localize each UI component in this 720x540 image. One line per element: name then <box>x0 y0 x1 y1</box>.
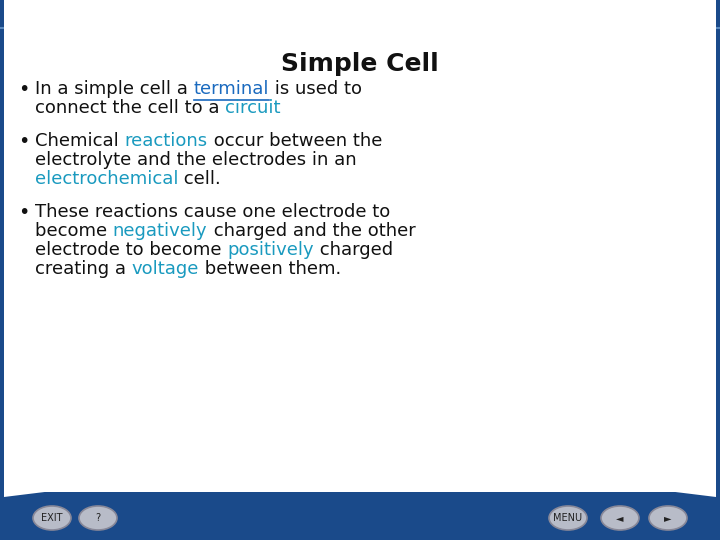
Ellipse shape <box>601 506 639 530</box>
FancyBboxPatch shape <box>4 30 716 497</box>
Ellipse shape <box>79 506 117 530</box>
Ellipse shape <box>649 506 687 530</box>
Text: •: • <box>18 203 30 222</box>
Text: •: • <box>18 80 30 99</box>
Text: between them.: between them. <box>199 260 341 278</box>
Text: voltage: voltage <box>132 260 199 278</box>
Ellipse shape <box>549 506 587 530</box>
Text: positively: positively <box>228 241 314 259</box>
Text: terminal: terminal <box>194 80 269 98</box>
Text: Chemical: Chemical <box>35 132 125 150</box>
Text: creating a: creating a <box>35 260 132 278</box>
Text: reactions: reactions <box>125 132 207 150</box>
Text: charged: charged <box>314 241 393 259</box>
Text: •: • <box>18 132 30 151</box>
Text: electrochemical: electrochemical <box>35 170 179 188</box>
Polygon shape <box>4 0 716 497</box>
Text: connect the cell to a: connect the cell to a <box>35 99 225 117</box>
Text: electrode to become: electrode to become <box>35 241 228 259</box>
Text: These reactions cause one electrode to: These reactions cause one electrode to <box>35 203 390 221</box>
Text: electrolyte and the electrodes in an: electrolyte and the electrodes in an <box>35 151 356 169</box>
FancyBboxPatch shape <box>0 0 720 28</box>
Text: cell.: cell. <box>179 170 221 188</box>
Text: circuit: circuit <box>225 99 281 117</box>
Ellipse shape <box>33 506 71 530</box>
Text: occur between the: occur between the <box>207 132 382 150</box>
Text: MENU: MENU <box>554 513 582 523</box>
Text: Simple Cell: Simple Cell <box>281 52 439 76</box>
Text: ►: ► <box>665 513 672 523</box>
Text: - Batteries: - Batteries <box>66 7 143 21</box>
Text: In a simple cell a: In a simple cell a <box>35 80 194 98</box>
Text: EXIT: EXIT <box>41 513 63 523</box>
Text: Electricity: Electricity <box>8 7 86 21</box>
Text: become: become <box>35 222 113 240</box>
Text: ◄: ◄ <box>616 513 624 523</box>
Text: ?: ? <box>96 513 101 523</box>
FancyBboxPatch shape <box>0 492 720 540</box>
Text: charged and the other: charged and the other <box>207 222 415 240</box>
Text: negatively: negatively <box>113 222 207 240</box>
Text: is used to: is used to <box>269 80 362 98</box>
